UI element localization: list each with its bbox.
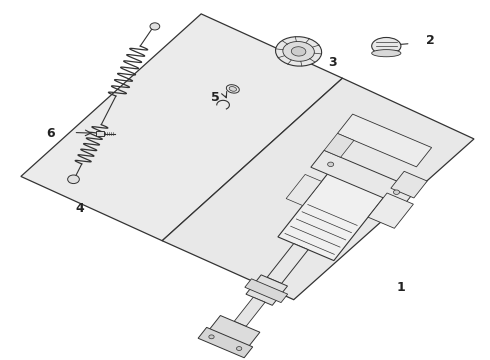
Text: 5: 5 bbox=[211, 91, 220, 104]
Text: 2: 2 bbox=[426, 34, 435, 47]
Text: 4: 4 bbox=[75, 202, 84, 215]
Bar bbox=[97, 131, 104, 136]
Ellipse shape bbox=[226, 85, 239, 93]
Polygon shape bbox=[278, 169, 387, 261]
Polygon shape bbox=[324, 134, 354, 157]
Polygon shape bbox=[338, 114, 432, 167]
Ellipse shape bbox=[372, 50, 401, 57]
Ellipse shape bbox=[229, 86, 237, 91]
Text: 6: 6 bbox=[46, 127, 54, 140]
Polygon shape bbox=[391, 171, 427, 198]
Polygon shape bbox=[311, 150, 416, 206]
Circle shape bbox=[209, 335, 214, 339]
Circle shape bbox=[328, 162, 334, 167]
Polygon shape bbox=[162, 78, 474, 300]
Circle shape bbox=[237, 347, 242, 351]
Circle shape bbox=[393, 190, 399, 194]
Text: 3: 3 bbox=[328, 55, 337, 69]
Polygon shape bbox=[198, 327, 253, 358]
Polygon shape bbox=[267, 244, 308, 284]
Polygon shape bbox=[245, 279, 288, 302]
Polygon shape bbox=[286, 175, 321, 206]
Polygon shape bbox=[209, 315, 260, 347]
Polygon shape bbox=[234, 297, 265, 327]
Polygon shape bbox=[246, 275, 288, 305]
Ellipse shape bbox=[275, 37, 321, 66]
Circle shape bbox=[68, 175, 79, 184]
Ellipse shape bbox=[292, 47, 306, 56]
Ellipse shape bbox=[283, 41, 315, 61]
Circle shape bbox=[150, 23, 160, 30]
Polygon shape bbox=[368, 193, 414, 228]
Text: 1: 1 bbox=[396, 281, 405, 294]
Ellipse shape bbox=[372, 37, 401, 55]
Polygon shape bbox=[21, 14, 343, 241]
